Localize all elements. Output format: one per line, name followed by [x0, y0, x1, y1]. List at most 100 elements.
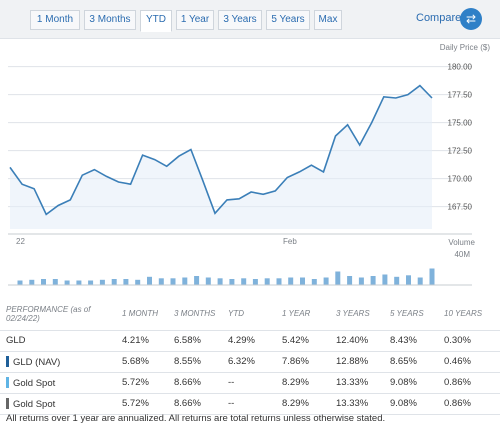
table-cell: 9.08% [390, 372, 444, 394]
volume-bar [99, 279, 105, 286]
volume-bar [276, 278, 282, 286]
spot2-swatch-icon [6, 397, 9, 409]
volume-bar [205, 277, 211, 285]
header-ytd: YTD [228, 298, 282, 331]
row-name: Gold Spot [13, 398, 56, 410]
volume-bar [252, 279, 258, 285]
volume-bar [335, 271, 341, 285]
volume-bar [347, 276, 353, 285]
volume-bar [158, 278, 164, 286]
table-cell: 0.86% [444, 372, 500, 394]
compare-swap-icon[interactable]: ⇄ [460, 8, 482, 30]
volume-bar [64, 280, 70, 285]
volume-bar [88, 280, 94, 285]
table-cell: 5.42% [282, 330, 336, 352]
y-tick-labels: 180.00 177.50 175.00 172.50 170.00 167.50 [448, 63, 473, 212]
volume-bar [17, 280, 23, 285]
table-cell: 13.33% [336, 372, 390, 394]
volume-bar [394, 276, 400, 286]
table-row: GLD 4.21% 6.58% 4.29% 5.42% 12.40% 8.43%… [0, 330, 500, 352]
table-cell: 0.46% [444, 351, 500, 373]
tab-5-years[interactable]: 5 Years [266, 10, 310, 30]
row-name-cell: Gold Spot [0, 393, 122, 415]
y-tick-label: 167.50 [448, 203, 473, 212]
x-label-22: 22 [16, 237, 25, 246]
volume-bar [370, 276, 376, 285]
volume-bar [29, 279, 35, 286]
table-cell: 8.66% [174, 372, 228, 394]
y-tick-label: 177.50 [448, 91, 473, 100]
volume-bars [8, 268, 472, 286]
tab-3-years[interactable]: 3 Years [218, 10, 262, 30]
table-cell: -- [228, 372, 282, 394]
row-name: GLD [0, 330, 122, 352]
volume-bar [229, 279, 235, 285]
tab-max[interactable]: Max [314, 10, 342, 30]
header-10-years: 10 YEARS [444, 298, 500, 331]
table-cell: 8.43% [390, 330, 444, 352]
table-cell: 13.33% [336, 393, 390, 415]
row-name: GLD (NAV) [13, 356, 61, 368]
header-performance: PERFORMANCE (as of 02/24/22) [0, 298, 122, 331]
y-tick-label: 170.00 [448, 175, 473, 184]
table-cell: 6.32% [228, 351, 282, 373]
volume-max-label: 40M [454, 250, 470, 259]
x-label-feb: Feb [283, 237, 297, 246]
volume-bar [382, 274, 388, 285]
table-cell: 5.72% [122, 393, 174, 415]
table-cell: 4.21% [122, 330, 174, 352]
table-row: Gold Spot 5.72% 8.66% -- 8.29% 13.33% 9.… [0, 393, 500, 415]
table-cell: 6.58% [174, 330, 228, 352]
tab-1-year[interactable]: 1 Year [176, 10, 214, 30]
table-row: Gold Spot 5.72% 8.66% -- 8.29% 13.33% 9.… [0, 372, 500, 394]
table-cell: 8.55% [174, 351, 228, 373]
volume-bar [135, 279, 141, 286]
performance-table: PERFORMANCE (as of 02/24/22) 1 MONTH 3 M… [0, 298, 500, 415]
table-cell: 8.29% [282, 372, 336, 394]
nav-swatch-icon [6, 355, 9, 367]
volume-bar [217, 278, 223, 286]
volume-bar [147, 276, 152, 286]
volume-bar [41, 279, 46, 285]
volume-bar [429, 268, 435, 285]
range-tab-bar: 1 Month 3 Months YTD 1 Year 3 Years 5 Ye… [0, 0, 500, 38]
volume-bar [323, 277, 329, 285]
volume-bar [241, 278, 247, 286]
table-cell: 0.30% [444, 330, 500, 352]
y-tick-label: 175.00 [448, 119, 473, 128]
header-5-years: 5 YEARS [390, 298, 444, 331]
volume-bar [417, 277, 423, 285]
volume-bar [194, 276, 200, 285]
table-cell: 4.29% [228, 330, 282, 352]
row-name-cell: Gold Spot [0, 372, 122, 394]
price-chart-panel: Daily Price ($) 180.00 177.50 175.00 172.50… [0, 38, 500, 290]
table-cell: 9.08% [390, 393, 444, 415]
table-cell: 8.65% [390, 351, 444, 373]
header-1-month: 1 MONTH [122, 298, 174, 331]
volume-bar [264, 278, 270, 286]
table-cell: 7.86% [282, 351, 336, 373]
price-line [9, 84, 433, 216]
table-cell: 5.72% [122, 372, 174, 394]
table-cell: -- [228, 393, 282, 415]
tab-1-month[interactable]: 1 Month [30, 10, 80, 30]
table-cell: 8.66% [174, 393, 228, 415]
y-axis-label: Daily Price ($) [440, 43, 491, 52]
tab-ytd[interactable]: YTD [140, 10, 172, 32]
table-cell: 8.29% [282, 393, 336, 415]
spot-swatch-icon [6, 376, 9, 388]
volume-bar [123, 279, 129, 285]
tab-3-months[interactable]: 3 Months [84, 10, 136, 30]
table-cell: 5.68% [122, 351, 174, 373]
volume-bar [406, 275, 411, 286]
price-area-fill [10, 85, 432, 229]
volume-bar [170, 278, 176, 286]
y-tick-label: 172.50 [448, 147, 473, 156]
table-cell: 12.40% [336, 330, 390, 352]
volume-bar [300, 277, 305, 285]
footnote: All returns over 1 year are annualized. … [6, 413, 386, 424]
compare-button[interactable]: Compare [416, 12, 462, 24]
volume-bar [358, 277, 364, 285]
row-name: Gold Spot [13, 377, 56, 389]
table-cell: 12.88% [336, 351, 390, 373]
